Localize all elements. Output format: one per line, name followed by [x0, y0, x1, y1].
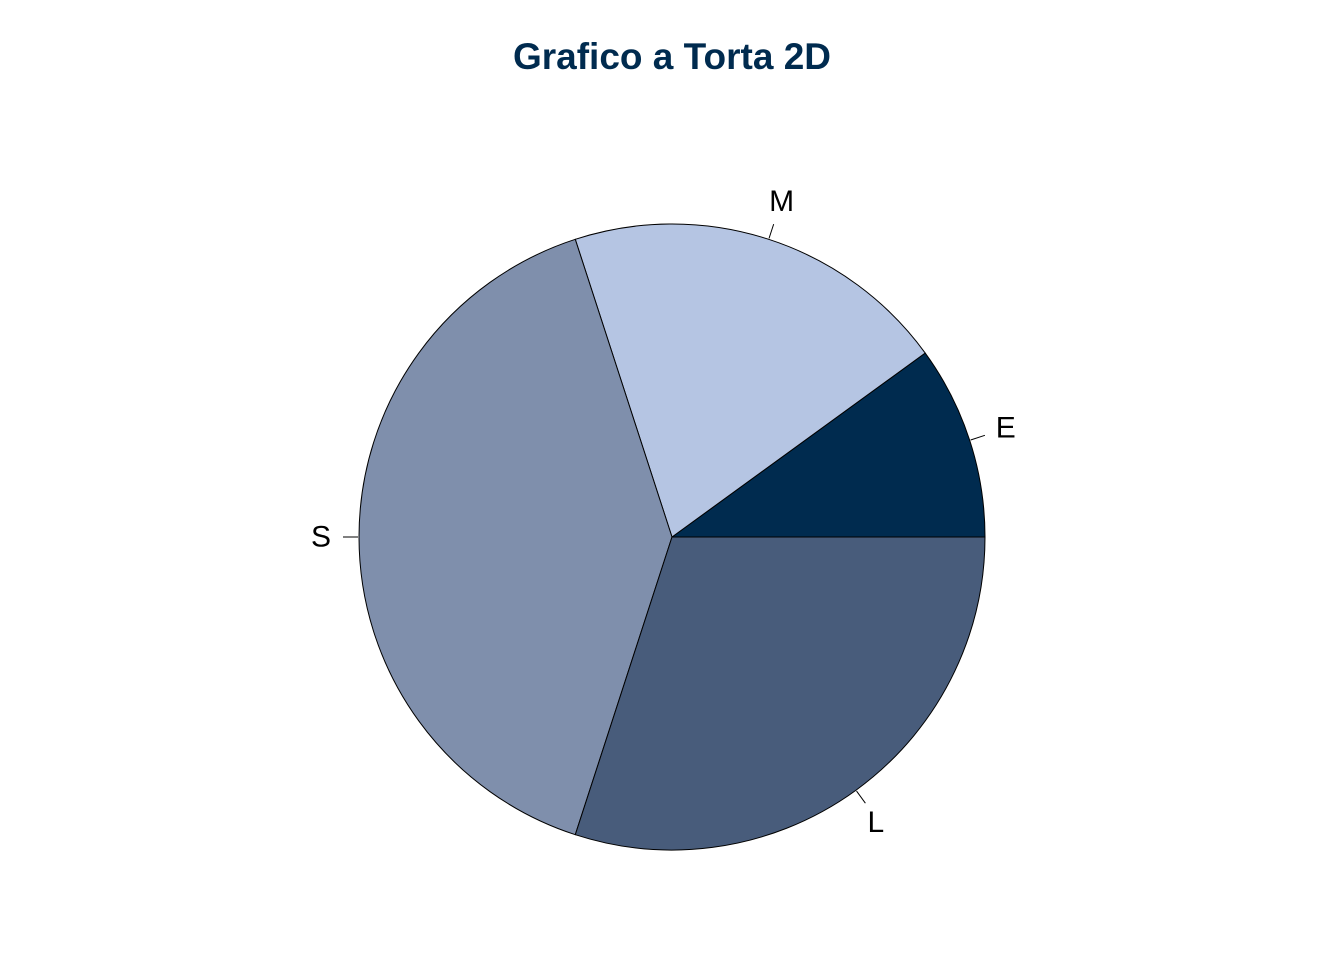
pie-slices — [359, 224, 985, 850]
pie-label-s: S — [311, 521, 331, 554]
label-tick-m — [769, 224, 774, 238]
pie-label-l: L — [867, 806, 884, 839]
pie-label-m: M — [769, 185, 794, 218]
pie-label-e: E — [996, 411, 1016, 444]
label-tick-e — [971, 435, 985, 440]
label-tick-l — [857, 791, 866, 803]
